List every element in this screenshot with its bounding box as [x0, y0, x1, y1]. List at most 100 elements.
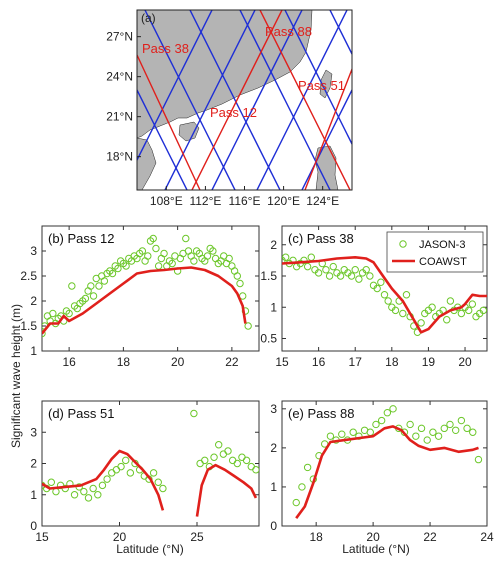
- jason3-point: [210, 453, 218, 461]
- jason3-point: [303, 463, 312, 472]
- jason3-point: [362, 266, 370, 274]
- x-tick-label: 20: [366, 530, 380, 544]
- jason3-point: [117, 462, 125, 471]
- jason3-point: [377, 416, 386, 425]
- jason3-point: [144, 252, 152, 260]
- jason3-point: [443, 316, 451, 324]
- y-tick-label: 2: [270, 238, 277, 252]
- y-tick-label: 3: [30, 244, 37, 258]
- jason3-point: [152, 244, 160, 253]
- jason3-point: [81, 294, 90, 303]
- jason3-point: [49, 309, 57, 318]
- jason3-point: [429, 428, 437, 436]
- pass-label: Pass 51: [298, 78, 345, 93]
- plot-frame: [41, 225, 260, 352]
- jason3-point: [389, 405, 397, 413]
- jason3-point: [122, 262, 130, 270]
- pass-label: Pass 38: [142, 41, 189, 56]
- plot-area: [282, 253, 487, 336]
- jason3-point: [160, 249, 168, 258]
- jason3-point: [464, 306, 473, 315]
- jason3-point: [399, 309, 407, 318]
- jason3-point: [440, 424, 448, 433]
- blue-track: [189, 10, 281, 190]
- jason3-point: [80, 487, 88, 496]
- y-tick-label: 0: [30, 519, 37, 533]
- y-tick-label: 1: [30, 344, 37, 358]
- panel-label: (d) Pass 51: [48, 406, 114, 421]
- panel-1: 16 18 20 22 1 1.5 2 2.5 3 (b) Pass 12: [20, 225, 260, 369]
- jason3-point: [417, 424, 426, 433]
- x-tick-label: 18: [385, 355, 399, 369]
- jason3-point: [351, 266, 359, 274]
- jason3-point: [149, 469, 158, 477]
- jason3-point: [233, 459, 242, 468]
- jason3-point: [95, 282, 103, 290]
- blue-track: [239, 10, 331, 190]
- jason3-point: [468, 300, 477, 308]
- jason3-point: [94, 491, 102, 499]
- coawst-line: [282, 256, 487, 334]
- blue-track: [137, 10, 213, 162]
- plot-area: [42, 234, 252, 338]
- map-lon-tick-label: 124°E: [306, 194, 339, 208]
- jason3-point: [182, 234, 190, 243]
- jason3-point: [126, 469, 135, 477]
- panel-4: 18 20 22 24 0 1 2 3 (e) Pass 88: [270, 400, 494, 544]
- jason3-point: [209, 247, 217, 255]
- jason3-point: [236, 279, 244, 288]
- jason3-point: [122, 456, 130, 465]
- pass-label: Pass 88: [265, 24, 312, 39]
- blue-track: [164, 10, 256, 190]
- y-tick-label: 2: [30, 457, 37, 471]
- jason3-point: [463, 424, 471, 433]
- blue-track: [137, 88, 188, 190]
- y-tick-label: 1: [30, 488, 37, 502]
- panel-label: (a): [141, 11, 156, 25]
- legend-jason3-marker: [399, 240, 407, 248]
- jason3-point: [372, 420, 380, 429]
- jason3-point: [355, 275, 363, 283]
- coawst-line: [42, 266, 247, 335]
- jason3-point: [159, 484, 167, 493]
- y-tick-label: 0.5: [260, 332, 277, 346]
- jason3-point: [384, 297, 392, 305]
- land-luzon: [314, 145, 339, 190]
- map-lat-tick-label: 18°N: [106, 150, 133, 164]
- jason3-point: [252, 466, 259, 474]
- jason3-point: [377, 278, 385, 286]
- x-tick-label: 15: [275, 355, 289, 369]
- jason3-point: [203, 252, 212, 260]
- panel-label: (e) Pass 88: [288, 406, 354, 421]
- coawst-line: [195, 463, 258, 517]
- legend-entry: JASON-3: [419, 239, 465, 251]
- jason3-point: [373, 284, 381, 293]
- jason3-point: [149, 234, 157, 243]
- red-track-pass-12: [259, 10, 351, 190]
- shared-xlabel: Latitude (°N): [116, 542, 184, 556]
- jason3-point: [326, 432, 335, 440]
- legend-entry: COAWST: [419, 256, 467, 268]
- x-tick-label: 18: [309, 530, 323, 544]
- jason3-point: [68, 282, 76, 290]
- jason3-point: [446, 297, 455, 305]
- jason3-point: [100, 277, 109, 285]
- jason3-point: [138, 247, 147, 255]
- jason3-point: [244, 322, 252, 330]
- y-tick-label: 1.5: [20, 319, 37, 333]
- map-lon-tick-label: 112°E: [189, 194, 221, 208]
- jason3-point: [108, 269, 117, 278]
- x-tick-label: 16: [62, 355, 76, 369]
- panel-label: (c) Pass 38: [288, 231, 354, 246]
- jason3-point: [338, 430, 346, 438]
- plot-area: [292, 405, 483, 519]
- x-tick-label: 17: [349, 355, 363, 369]
- jason3-point: [446, 420, 454, 429]
- jason3-point: [457, 416, 466, 425]
- jason3-point: [469, 428, 477, 436]
- red-track-pass-51: [304, 67, 352, 190]
- x-tick-label: 25: [190, 530, 204, 544]
- blue-track: [329, 10, 352, 56]
- y-tick-label: 2.5: [20, 269, 37, 283]
- blue-track: [284, 10, 352, 146]
